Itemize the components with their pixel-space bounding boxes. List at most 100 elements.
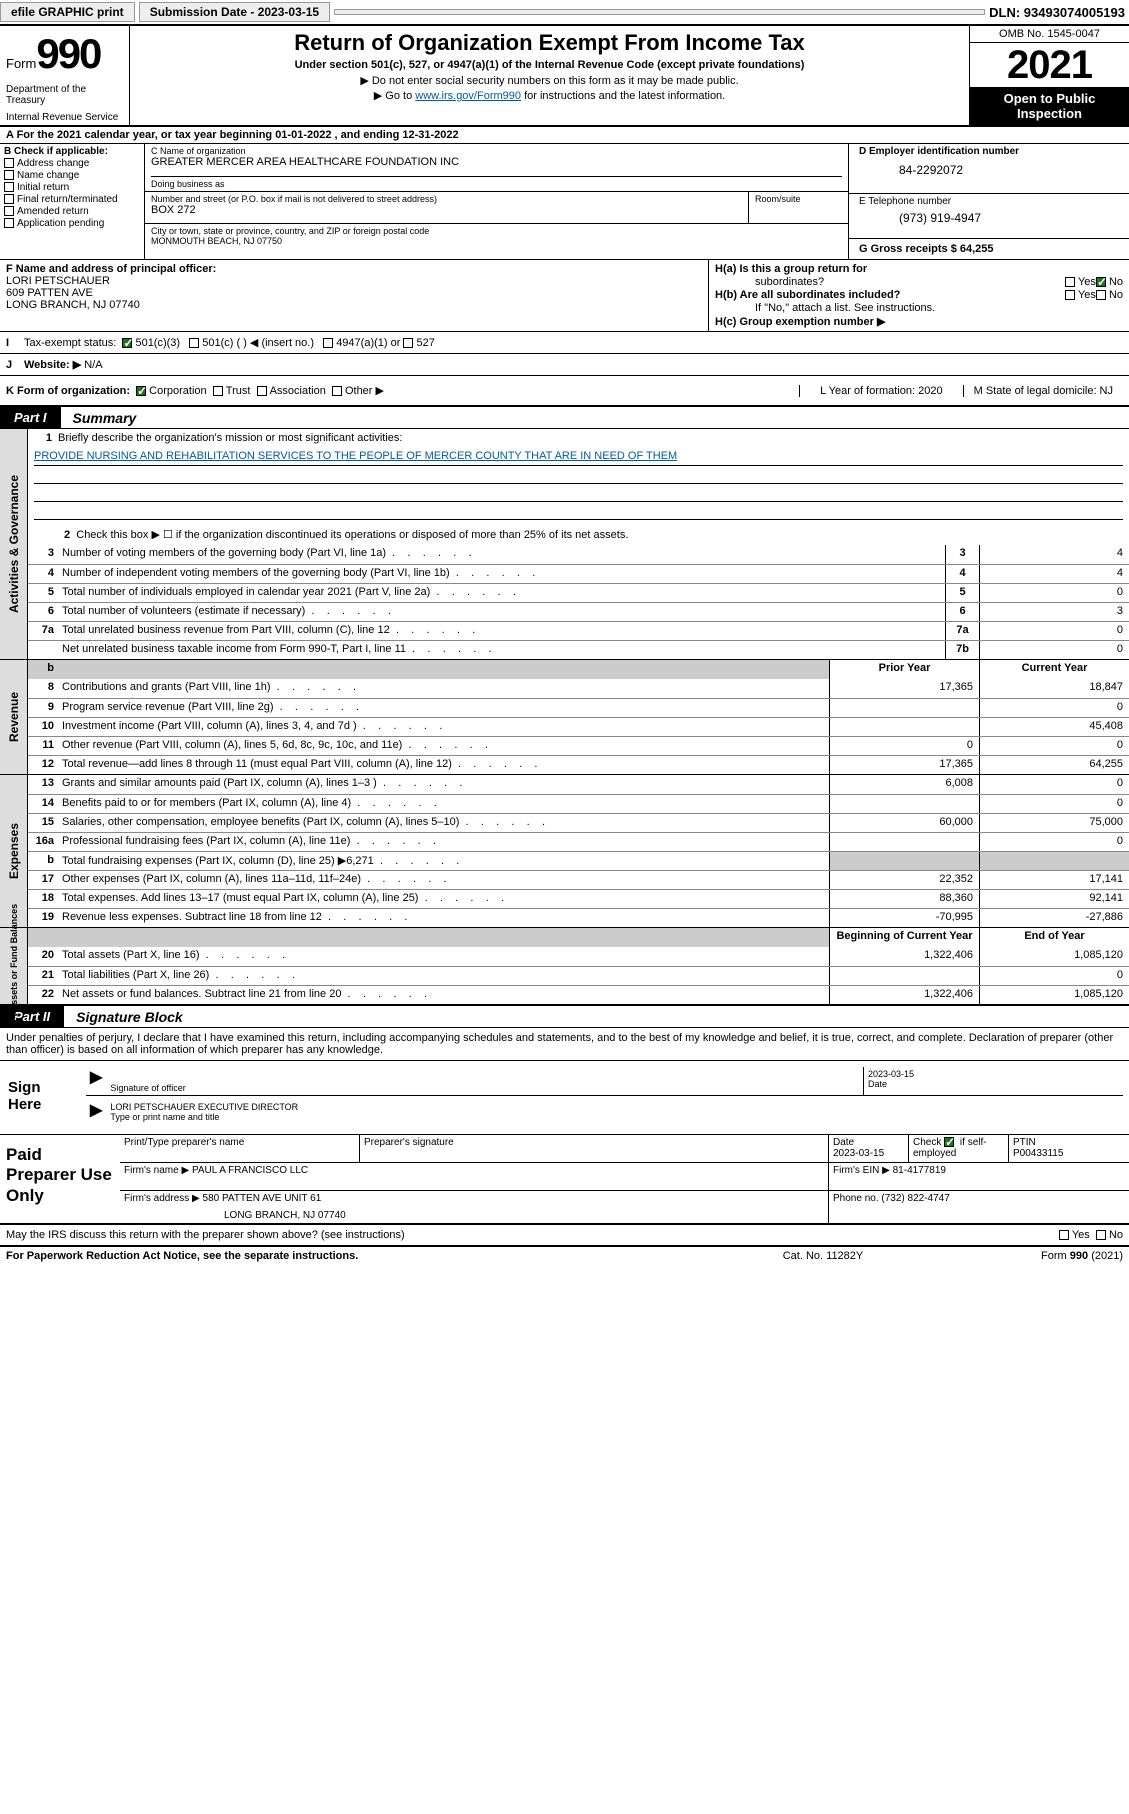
prep-sig-hdr: Preparer's signature (360, 1135, 829, 1162)
sig-row-1: ▶ Signature of officer 2023-03-15 Date (86, 1067, 1123, 1096)
chk-name-change[interactable]: Name change (4, 170, 140, 181)
chk-501c3[interactable] (122, 338, 132, 348)
hb-yes-chk[interactable] (1065, 290, 1075, 300)
city-lbl: City or town, state or province, country… (151, 226, 842, 236)
chk-4947[interactable] (323, 338, 333, 348)
form-label: Form (6, 56, 36, 71)
addr-row: Number and street (or P.O. box if mail i… (145, 192, 849, 224)
efile-print-button[interactable]: efile GRAPHIC print (0, 2, 135, 22)
opt-4947: 4947(a)(1) or (336, 337, 400, 349)
data-line: 13Grants and similar amounts paid (Part … (28, 775, 1129, 794)
part1-title: Summary (61, 410, 137, 426)
chk-amended-return[interactable]: Amended return (4, 206, 140, 217)
chk-initial-return[interactable]: Initial return (4, 182, 140, 193)
firm-addr2: LONG BRANCH, NJ 07740 (124, 1204, 824, 1221)
data-line: 11Other revenue (Part VIII, column (A), … (28, 736, 1129, 755)
discuss-txt: May the IRS discuss this return with the… (6, 1229, 405, 1241)
data-line: 17Other expenses (Part IX, column (A), l… (28, 870, 1129, 889)
prep-name-hdr: Print/Type preparer's name (120, 1135, 360, 1162)
data-line: 10Investment income (Part VIII, column (… (28, 717, 1129, 736)
row-klm: K Form of organization: Corporation Trus… (0, 376, 1129, 407)
org-name-cell: C Name of organization GREATER MERCER AR… (145, 144, 849, 192)
irs-link[interactable]: www.irs.gov/Form990 (415, 90, 521, 102)
chk-527[interactable] (403, 338, 413, 348)
ein-lbl: D Employer identification number (859, 146, 1119, 157)
state-domicile: M State of legal domicile: NJ (963, 385, 1123, 397)
ha-yes-chk[interactable] (1065, 277, 1075, 287)
discuss-no: No (1109, 1229, 1123, 1241)
gov-line: 3Number of voting members of the governi… (28, 545, 1129, 564)
hdr-current-year: Current Year (979, 660, 1129, 679)
preparer-label: Paid Preparer Use Only (0, 1135, 120, 1223)
officer-addr1: 609 PATTEN AVE (6, 287, 93, 299)
chk-501c[interactable] (189, 338, 199, 348)
city-cell: City or town, state or province, country… (145, 224, 849, 260)
mission-text: PROVIDE NURSING AND REHABILITATION SERVI… (34, 450, 1123, 466)
header-right: OMB No. 1545-0047 2021 Open to Public In… (969, 26, 1129, 125)
org-name: GREATER MERCER AREA HEALTHCARE FOUNDATIO… (151, 156, 842, 168)
discuss-yes-chk[interactable] (1059, 1230, 1069, 1240)
chk-final-return[interactable]: Final return/terminated (4, 194, 140, 205)
prep-ptin-cell: PTINP00433115 (1009, 1135, 1129, 1162)
data-line: 15Salaries, other compensation, employee… (28, 813, 1129, 832)
chk-trust[interactable] (213, 386, 223, 396)
prep-row-1: Print/Type preparer's name Preparer's si… (120, 1135, 1129, 1163)
firm-name-cell: Firm's name ▶ PAUL A FRANCISCO LLC (120, 1163, 829, 1190)
col-b-checkboxes: B Check if applicable: Address change Na… (0, 144, 145, 259)
form-num: 990 (36, 30, 100, 77)
col-h-group: H(a) Is this a group return for subordin… (709, 260, 1129, 331)
block-fh: F Name and address of principal officer:… (0, 260, 1129, 332)
gov-line: Net unrelated business taxable income fr… (28, 640, 1129, 659)
sig-row-2: ▶ LORI PETSCHAUER EXECUTIVE DIRECTOR Typ… (86, 1100, 1123, 1124)
chk-other[interactable] (332, 386, 342, 396)
open-inspection: Open to Public Inspection (970, 87, 1129, 125)
row-a-period: A For the 2021 calendar year, or tax yea… (0, 127, 1129, 144)
ha-no-chk[interactable] (1096, 277, 1106, 287)
vtab-revenue: Revenue (0, 660, 28, 774)
arrow-icon: ▶ (86, 1067, 106, 1095)
rev-body: b Prior Year Current Year 8Contributions… (28, 660, 1129, 774)
opt-assoc: Association (270, 385, 326, 397)
chk-application-pending[interactable]: Application pending (4, 218, 140, 229)
section-governance: Activities & Governance 1Briefly describ… (0, 429, 1129, 660)
opt-corp: Corporation (149, 385, 206, 397)
tax-status-lbl: Tax-exempt status: (24, 337, 116, 349)
form-header: Form990 Department of the Treasury Inter… (0, 26, 1129, 127)
efile-topbar: efile GRAPHIC print Submission Date - 20… (0, 0, 1129, 26)
sig-name-lbl: Type or print name and title (110, 1112, 219, 1122)
chk-address-change[interactable]: Address change (4, 158, 140, 169)
data-line: 9Program service revenue (Part VIII, lin… (28, 698, 1129, 717)
chk-assoc[interactable] (257, 386, 267, 396)
data-line: 21Total liabilities (Part X, line 26)0 (28, 966, 1129, 985)
gov-line: 7aTotal unrelated business revenue from … (28, 621, 1129, 640)
discuss-no-chk[interactable] (1096, 1230, 1106, 1240)
street-lbl: Number and street (or P.O. box if mail i… (151, 194, 742, 204)
chk-corp[interactable] (136, 386, 146, 396)
form-subtitle: Under section 501(c), 527, or 4947(a)(1)… (140, 59, 959, 71)
sig-intro: Under penalties of perjury, I declare th… (0, 1028, 1129, 1061)
opt-527: 527 (416, 337, 434, 349)
gov-body: 1Briefly describe the organization's mis… (28, 429, 1129, 659)
data-line: 19Revenue less expenses. Subtract line 1… (28, 908, 1129, 927)
phone-cell: E Telephone number (973) 919-4947 (849, 194, 1129, 239)
goto-post: for instructions and the latest informat… (521, 90, 725, 102)
sign-here-label: Sign Here (0, 1061, 80, 1134)
part2-header: Part II Signature Block (0, 1006, 1129, 1028)
hb-no-chk[interactable] (1096, 290, 1106, 300)
data-line: 18Total expenses. Add lines 13–17 (must … (28, 889, 1129, 908)
vtab-net-assets: Net Assets or Fund Balances (0, 928, 28, 1004)
col-de: D Employer identification number 84-2292… (849, 144, 1129, 259)
mission-hdr: 1Briefly describe the organization's mis… (28, 429, 1129, 444)
sig-officer-cell: Signature of officer (106, 1067, 863, 1095)
chk-self-employed[interactable] (944, 1137, 954, 1147)
sign-here-block: Sign Here ▶ Signature of officer 2023-03… (0, 1061, 1129, 1135)
vtab-governance: Activities & Governance (0, 429, 28, 659)
na-col-hdr: Beginning of Current Year End of Year (28, 928, 1129, 947)
preparer-block: Paid Preparer Use Only Print/Type prepar… (0, 1135, 1129, 1225)
na-body: Beginning of Current Year End of Year 20… (28, 928, 1129, 1004)
gov-line: 5Total number of individuals employed in… (28, 583, 1129, 602)
mission-lbl: Briefly describe the organization's miss… (58, 432, 402, 444)
ha-yes: Yes (1078, 276, 1096, 288)
header-left: Form990 Department of the Treasury Inter… (0, 26, 130, 125)
arrow-icon-2: ▶ (86, 1100, 106, 1124)
